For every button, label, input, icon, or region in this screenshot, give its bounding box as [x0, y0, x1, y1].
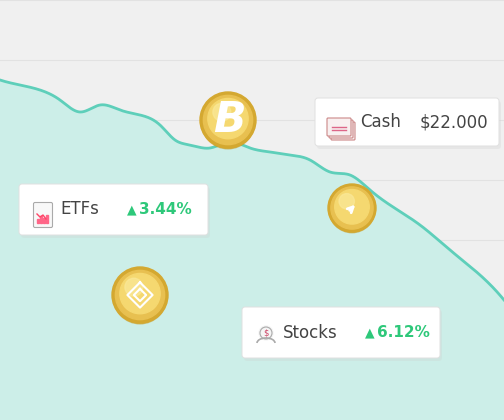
Bar [46, 215, 48, 223]
Circle shape [120, 273, 160, 314]
Bar [43, 218, 45, 223]
Text: 3.44%: 3.44% [139, 202, 192, 217]
Bar [40, 216, 42, 223]
FancyBboxPatch shape [19, 184, 208, 235]
Text: Cash: Cash [360, 113, 401, 131]
FancyBboxPatch shape [242, 307, 440, 358]
Text: B: B [213, 99, 245, 141]
FancyBboxPatch shape [244, 310, 442, 361]
Circle shape [335, 189, 369, 224]
Circle shape [115, 270, 165, 320]
FancyBboxPatch shape [329, 120, 353, 138]
Circle shape [202, 96, 255, 149]
FancyBboxPatch shape [315, 98, 499, 146]
Text: 6.12%: 6.12% [377, 325, 430, 340]
Bar [37, 219, 39, 223]
FancyBboxPatch shape [327, 118, 351, 136]
Circle shape [113, 270, 167, 324]
Text: Stocks: Stocks [283, 323, 338, 341]
Circle shape [259, 326, 273, 340]
Circle shape [339, 194, 354, 209]
Text: ▲: ▲ [365, 326, 374, 339]
FancyBboxPatch shape [33, 202, 52, 228]
Text: ▲: ▲ [127, 203, 137, 216]
FancyBboxPatch shape [331, 122, 355, 140]
Circle shape [112, 267, 168, 323]
Text: $22.000: $22.000 [419, 113, 488, 131]
FancyBboxPatch shape [317, 101, 501, 149]
Circle shape [125, 278, 143, 296]
Circle shape [328, 184, 376, 232]
Circle shape [200, 92, 256, 148]
Circle shape [213, 103, 231, 121]
Text: $: $ [263, 328, 269, 338]
Circle shape [329, 187, 375, 233]
Circle shape [208, 98, 248, 139]
Circle shape [203, 95, 253, 144]
FancyBboxPatch shape [21, 187, 210, 238]
Circle shape [331, 187, 373, 229]
Text: ETFs: ETFs [60, 200, 99, 218]
